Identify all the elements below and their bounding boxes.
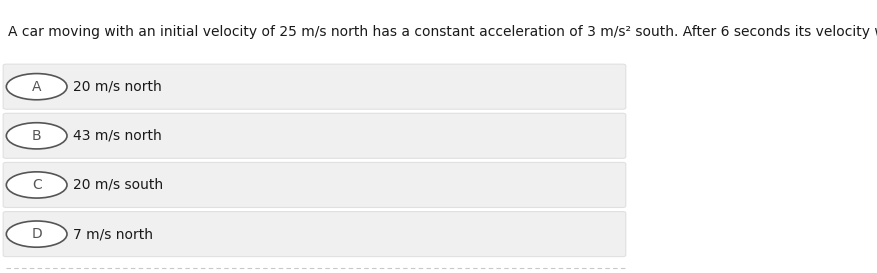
Text: 20 m/s north: 20 m/s north: [73, 80, 161, 94]
Text: B: B: [32, 129, 41, 143]
Circle shape: [6, 73, 67, 100]
Text: A car moving with an initial velocity of 25 m/s north has a constant acceleratio: A car moving with an initial velocity of…: [8, 25, 877, 38]
Circle shape: [6, 123, 67, 149]
Circle shape: [6, 221, 67, 247]
FancyBboxPatch shape: [4, 113, 626, 158]
Text: 7 m/s north: 7 m/s north: [73, 227, 153, 241]
Text: 20 m/s south: 20 m/s south: [73, 178, 163, 192]
FancyBboxPatch shape: [4, 212, 626, 257]
Circle shape: [6, 172, 67, 198]
Text: A: A: [32, 80, 41, 94]
Text: 43 m/s north: 43 m/s north: [73, 129, 161, 143]
Text: C: C: [32, 178, 41, 192]
FancyBboxPatch shape: [4, 64, 626, 109]
FancyBboxPatch shape: [4, 162, 626, 207]
Text: D: D: [32, 227, 42, 241]
